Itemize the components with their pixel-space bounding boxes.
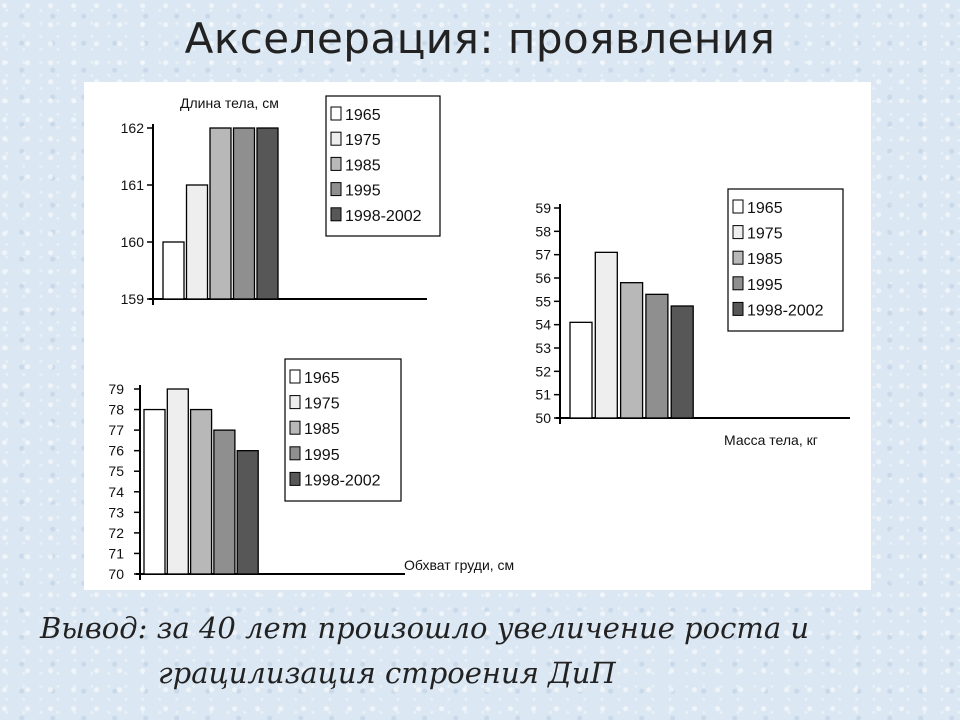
y-tick-label: 58 — [535, 223, 551, 239]
legend-label: 1975 — [304, 396, 340, 413]
y-tick-label: 161 — [121, 177, 145, 193]
y-tick-label: 51 — [535, 387, 551, 403]
legend-swatch-1975 — [330, 131, 342, 146]
y-tick-label: 50 — [535, 410, 551, 426]
bar-1998-2002 — [670, 305, 694, 419]
y-tick-label: 75 — [108, 463, 124, 479]
y-tick-label: 54 — [535, 317, 551, 333]
bar-1995 — [645, 293, 669, 419]
slide-title: Акселерация: проявления — [184, 14, 776, 63]
conclusion-line-2: грацилизация строения ДиП — [158, 656, 616, 690]
y-tick-label: 77 — [108, 422, 124, 438]
bar-1965 — [569, 321, 593, 419]
legend-label: 1965 — [747, 200, 783, 217]
legend-swatch-1985 — [289, 420, 301, 435]
chart-title: Длина тела, см — [180, 95, 279, 111]
y-tick-label: 53 — [535, 340, 551, 356]
bar-1975 — [166, 388, 189, 575]
bar-1985 — [619, 282, 644, 419]
y-tick-label: 56 — [535, 270, 551, 286]
legend-swatch-1998-2002 — [330, 207, 342, 222]
bar-1985 — [209, 127, 232, 300]
legend-label: 1975 — [345, 132, 381, 149]
legend-box — [325, 95, 441, 237]
y-tick-label: 78 — [108, 402, 124, 418]
bar-1975 — [185, 184, 209, 300]
y-tick-label: 74 — [108, 484, 124, 500]
legend-label: 1975 — [747, 226, 783, 243]
y-tick-label: 59 — [535, 200, 551, 216]
legend-label: 1985 — [345, 157, 381, 174]
conclusion-line-1: Вывод: за 40 лет произошло увеличение ро… — [40, 611, 810, 645]
y-tick-label: 72 — [108, 525, 124, 541]
chart-title: Обхват груди, см — [404, 557, 514, 573]
legend-swatch-1998-2002 — [289, 471, 301, 486]
charts-svg: 159 160 161 162 1965 1975 1985 1995 1998-2002 Дли… — [108, 95, 850, 582]
bar-1985 — [189, 408, 213, 575]
legend-swatch-1975 — [289, 395, 301, 410]
chart-title: Масса тела, кг — [724, 432, 818, 448]
legend-label: 1998-2002 — [304, 472, 381, 489]
y-tick-label: 57 — [535, 247, 551, 263]
y-tick-label: 160 — [121, 234, 145, 250]
legend-label: 1965 — [345, 107, 381, 124]
y-tick-label: 52 — [535, 363, 551, 379]
bar-1995 — [213, 429, 236, 575]
y-tick-label: 76 — [108, 443, 124, 459]
conclusion-text: Вывод: за 40 лет произошло увеличение ро… — [40, 606, 940, 696]
legend-swatch-1995 — [289, 446, 301, 461]
y-tick-label: 55 — [535, 293, 551, 309]
legend-swatch-1975 — [732, 225, 744, 240]
legend-swatch-1965 — [330, 106, 342, 121]
legend-label: 1985 — [304, 421, 340, 438]
legend-label: 1998-2002 — [345, 208, 422, 225]
bar-1965 — [162, 241, 185, 300]
y-tick-label: 70 — [108, 566, 124, 582]
bar-1995 — [232, 127, 256, 300]
charts-figure: 159 160 161 162 1965 1975 1985 1995 1998-2002 Дли… — [84, 82, 871, 590]
legend-swatch-1985 — [732, 250, 744, 265]
legend-label: 1985 — [747, 251, 783, 268]
legend-label: 1995 — [345, 183, 381, 200]
legend-label: 1995 — [747, 277, 783, 294]
legend-box — [727, 188, 844, 332]
legend-swatch-1995 — [330, 182, 342, 197]
bar-1975 — [594, 251, 618, 419]
y-tick-label: 71 — [108, 545, 124, 561]
bar-1965 — [143, 408, 166, 575]
y-tick-label: 79 — [108, 381, 124, 397]
y-tick-label: 162 — [121, 120, 145, 136]
legend-swatch-1985 — [330, 156, 342, 171]
legend-swatch-1965 — [289, 369, 301, 384]
y-tick-label: 159 — [121, 291, 145, 307]
bar-1998-2002 — [236, 450, 259, 575]
legend-label: 1995 — [304, 447, 340, 464]
legend-swatch-1998-2002 — [732, 301, 744, 316]
y-tick-label: 73 — [108, 504, 124, 520]
legend-box — [284, 358, 402, 502]
legend-label: 1965 — [304, 370, 340, 387]
legend-swatch-1965 — [732, 199, 744, 214]
legend-swatch-1995 — [732, 276, 744, 291]
bar-1998-2002 — [256, 127, 279, 300]
legend-label: 1998-2002 — [747, 302, 824, 319]
